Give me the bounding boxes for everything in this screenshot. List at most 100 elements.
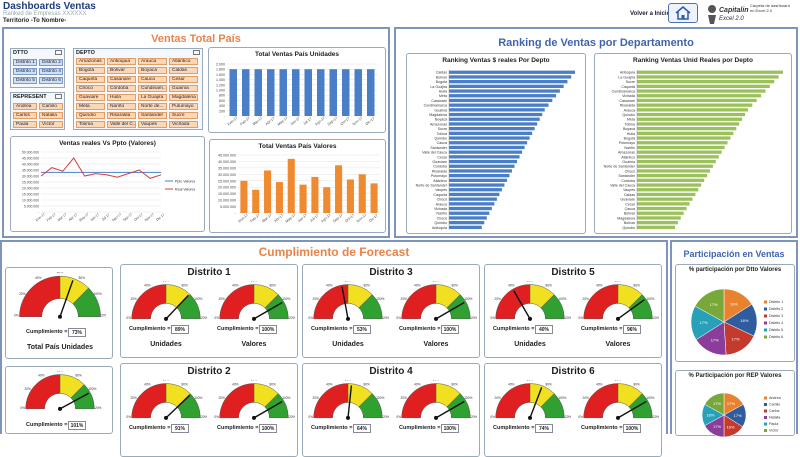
filter-clear-icon[interactable]: [193, 50, 200, 55]
gauge-tick-label: 100%: [88, 387, 96, 391]
slicer-depto-option[interactable]: Bogotá: [76, 67, 105, 74]
gauge-tick-label: 80%: [181, 383, 188, 387]
slicer-dtto-option[interactable]: Distrito 6: [39, 77, 63, 84]
gauge-tick-label: 80%: [181, 284, 188, 288]
bar: [275, 182, 283, 213]
gauge-tick-label: 80%: [363, 284, 370, 288]
slicer-depto-option[interactable]: Valle del C...: [107, 121, 136, 128]
slicer-depto-option[interactable]: Casanare: [107, 76, 136, 83]
slicer-depto-option[interactable]: Amazonas: [76, 58, 105, 65]
slicer-depto-option[interactable]: Santander: [138, 112, 167, 119]
gauge-band: [358, 393, 383, 419]
total-units-box: 0% 20% 40% 60% 80% 100% 120% Cumplimiento =73% T…: [5, 267, 113, 359]
gauge-hub: [434, 316, 438, 321]
filter-clear-icon[interactable]: [55, 94, 62, 99]
slicer-depto-option[interactable]: Sucre: [169, 112, 198, 119]
slicer-depto-option[interactable]: Meta: [76, 103, 105, 110]
dashboard-subtitle: Ranked de Empresas XXXXXX: [3, 11, 87, 17]
slicer-depto-option[interactable]: Guainía: [169, 85, 198, 92]
slicer-depto-option[interactable]: Atlántico: [169, 58, 198, 65]
y-tick-label: La Guajira: [618, 75, 635, 79]
slicer-rep-label: REPRESENT: [13, 94, 47, 100]
slicer-dtto-option[interactable]: Distrito 5: [13, 77, 37, 84]
slicer-depto-option[interactable]: La Guajira: [138, 94, 167, 101]
gauge-band: [72, 287, 101, 317]
slicer-depto-option[interactable]: Caquetá: [76, 76, 105, 83]
slicer-dtto-option[interactable]: Distrito 1: [13, 59, 37, 66]
slicer-depto-option[interactable]: Vichada: [169, 121, 198, 128]
slicer-rep-option[interactable]: Natalia: [39, 112, 63, 119]
slicer-depto-option[interactable]: Córdoba: [107, 85, 136, 92]
slicer-depto-option[interactable]: Antioquia: [107, 58, 136, 65]
home-button[interactable]: [668, 3, 698, 23]
slicer-rep-option[interactable]: Víctor: [39, 121, 63, 128]
gauge: 0% 20% 40% 60% 80% 100% 120%: [14, 272, 106, 319]
slicer-depto-option[interactable]: Arauca: [138, 58, 167, 65]
y-tick-label: Cundinamarca: [424, 104, 447, 108]
slicer-depto-option[interactable]: Risaralda: [107, 112, 136, 119]
gauge-tick-label: 80%: [545, 284, 552, 288]
x-tick-label: Abr-17: [273, 213, 284, 223]
slicer-dtto-option[interactable]: Distrito 4: [39, 68, 63, 75]
slicer-depto-option[interactable]: Huila: [107, 94, 136, 101]
pie-dtto-title: % participación por Dtto Valores: [688, 267, 782, 273]
slicer-depto-option[interactable]: Chocó: [76, 85, 105, 92]
slicer-rep-option[interactable]: Andrea: [13, 103, 37, 110]
bar: [449, 206, 492, 211]
slicer-dtto-option[interactable]: Distrito 2: [39, 59, 63, 66]
bar: [637, 192, 696, 197]
slicer-depto-option[interactable]: Cundinam...: [138, 85, 167, 92]
legend-label: Ppto Valores: [175, 180, 196, 184]
y-tick-label: Sucre: [626, 80, 635, 84]
slicer-rep-option[interactable]: Paula: [13, 121, 37, 128]
y-tick-label: Guaviare: [432, 160, 447, 164]
slicer-rep-option[interactable]: Carlos: [13, 112, 37, 119]
slicer-dtto-option[interactable]: Distrito 3: [13, 68, 37, 75]
cumplimiento-label: Cumplimiento =: [129, 425, 171, 431]
bar: [242, 69, 250, 116]
gauge-tick-label: 20%: [24, 387, 31, 391]
slicer-depto-option[interactable]: Quindío: [76, 112, 105, 119]
legend-swatch: [764, 300, 767, 304]
y-tick-label: Caldas: [436, 71, 447, 75]
slicer-depto-option[interactable]: Tolima: [76, 121, 105, 128]
slicer-depto-option[interactable]: Magdalena: [169, 94, 198, 101]
x-tick-label: Feb-17: [249, 213, 260, 223]
filter-clear-icon[interactable]: [55, 50, 62, 55]
bar: [637, 89, 766, 93]
gauge-band: [176, 393, 201, 419]
slicer-depto-option[interactable]: Cauca: [138, 76, 167, 83]
slicer-depto-option[interactable]: Bolívar: [107, 67, 136, 74]
y-tick-label: Quindío: [622, 226, 635, 230]
y-tick-label: 5.000.000: [220, 205, 236, 209]
gauge-tick-label: 100%: [558, 297, 566, 301]
district-title: Distrito 6: [551, 366, 595, 377]
gauge-tick-label: 20%: [130, 396, 137, 400]
y-tick-label: Huila: [439, 90, 447, 94]
cumplimiento-label: Cumplimiento =: [493, 326, 535, 332]
slicer-depto-option[interactable]: Vaupés: [138, 121, 167, 128]
y-tick-label: Risaralda: [432, 169, 447, 173]
gauge-tick-label: 120%: [287, 415, 295, 419]
y-tick-label: Boyacá: [435, 118, 447, 122]
slicer-depto-option[interactable]: Cesar: [169, 76, 198, 83]
slicer-rep-option[interactable]: Camilo: [39, 103, 63, 110]
y-tick-label: Valle del Cauca: [610, 184, 635, 188]
slicer-depto-option[interactable]: Norte de...: [138, 103, 167, 110]
bar: [264, 170, 272, 213]
slicer-depto-option[interactable]: Guaviare: [76, 94, 105, 101]
y-tick-label: 25.000.000: [22, 181, 39, 185]
y-tick-label: 50.000.000: [22, 151, 39, 155]
slicer-depto-option[interactable]: Boyacá: [138, 67, 167, 74]
gauge-tick-label: 60%: [251, 380, 258, 382]
slicer-depto-option[interactable]: Putumayo: [169, 103, 198, 110]
total-values-box: 0% 20% 40% 60% 80% 100% 120% Cumplimiento =101%: [5, 366, 113, 434]
slicer-depto-option[interactable]: Caldas: [169, 67, 198, 74]
gauge-needle: [617, 400, 647, 419]
x-tick-label: May-17: [277, 116, 289, 127]
slicer-depto-option[interactable]: Nariño: [107, 103, 136, 110]
gauge-tick-label: 40%: [38, 374, 45, 378]
legend-swatch: [764, 409, 767, 413]
back-to-home-link[interactable]: Volver a Inicio: [630, 11, 671, 17]
